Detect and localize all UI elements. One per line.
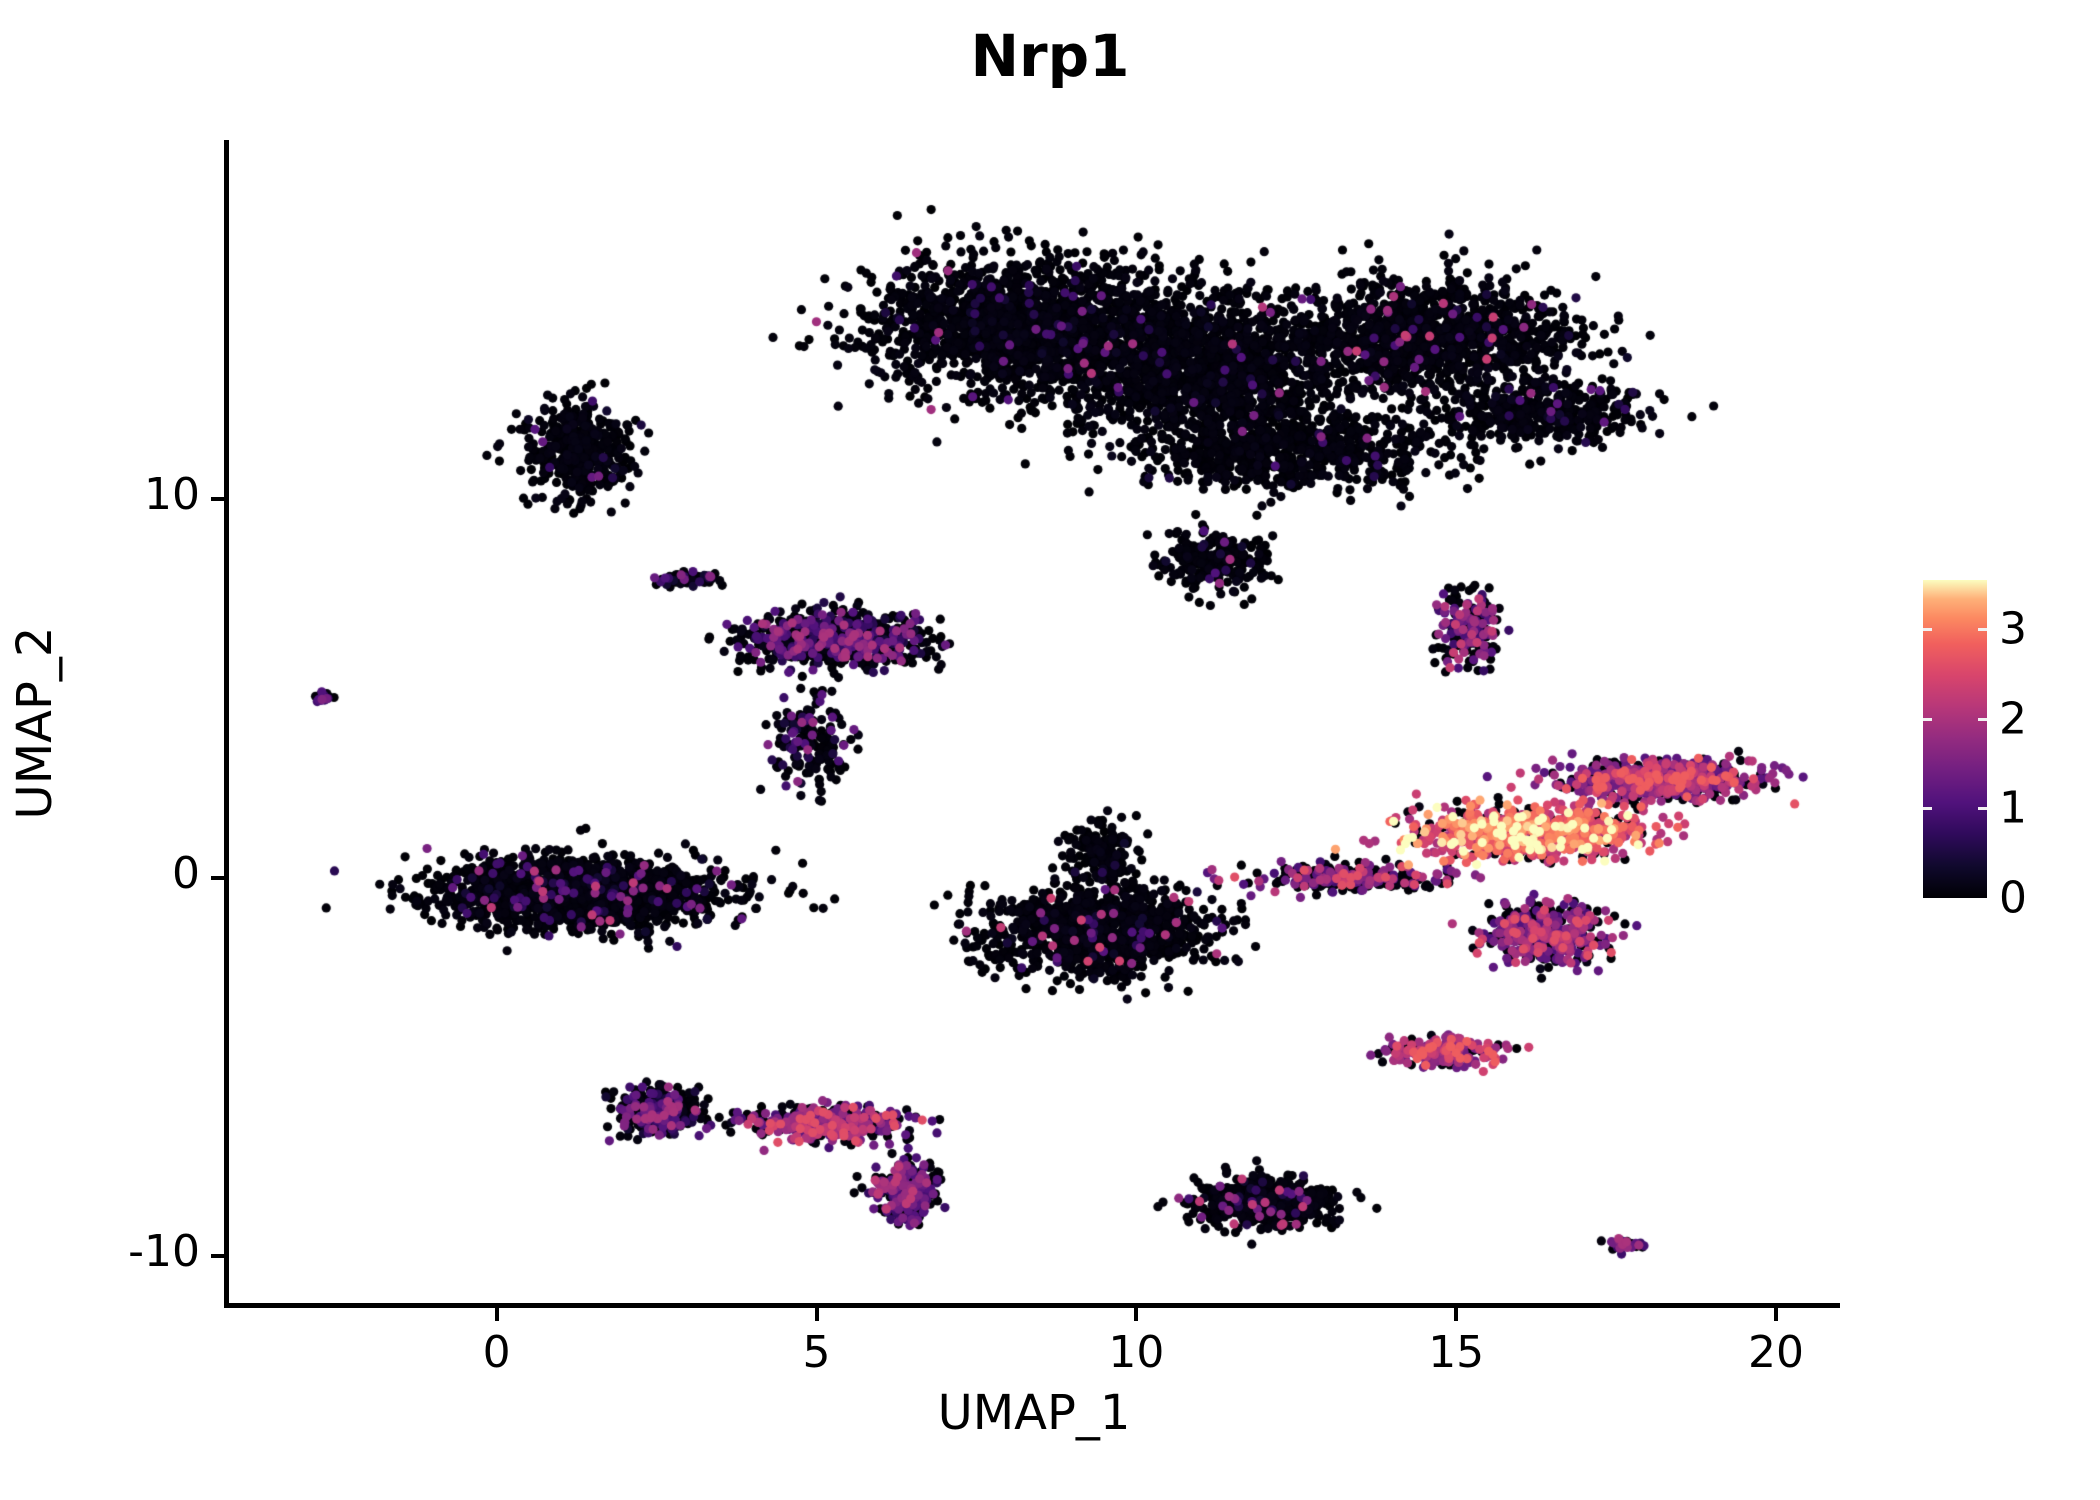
- plot-title-text: Nrp1: [970, 22, 1130, 90]
- x-tick-label: 15: [1428, 1327, 1485, 1378]
- y-tick-mark: [211, 875, 225, 880]
- colorbar-tick-mark: [1923, 717, 1932, 721]
- x-axis-label: UMAP_1: [228, 1385, 1840, 1441]
- x-tick-mark: [814, 1307, 819, 1321]
- x-tick-label: 20: [1748, 1327, 1805, 1378]
- y-tick-mark: [211, 497, 225, 502]
- y-axis-label-text: UMAP_2: [7, 626, 63, 819]
- x-tick-label: 0: [482, 1327, 511, 1378]
- colorbar-tick-mark: [1923, 628, 1932, 632]
- x-axis-label-text: UMAP_1: [937, 1385, 1131, 1441]
- x-tick-mark: [1134, 1307, 1139, 1321]
- umap-scatter-canvas: [228, 140, 1840, 1305]
- x-tick-label: 5: [802, 1327, 831, 1378]
- colorbar-tick-label: 3: [1999, 603, 2027, 655]
- y-tick-label: 10: [144, 469, 200, 521]
- colorbar-tick-mark: [1978, 717, 1987, 721]
- colorbar-tick-mark: [1923, 807, 1932, 811]
- colorbar: 3 2 1 0: [1923, 580, 2027, 924]
- x-tick-mark: [494, 1307, 499, 1321]
- y-tick-label: 0: [172, 847, 200, 899]
- x-tick-mark: [1454, 1307, 1459, 1321]
- colorbar-tick-label: 2: [1999, 693, 2027, 745]
- plot-area: [228, 140, 1840, 1305]
- colorbar-gradient: [1923, 580, 1987, 898]
- colorbar-tick-mark: [1978, 807, 1987, 811]
- axis-spine-bottom: [224, 1303, 1840, 1308]
- x-tick-mark: [1774, 1307, 1779, 1321]
- page-title: Nrp1: [0, 22, 2100, 90]
- axis-spine-left: [224, 140, 229, 1308]
- colorbar-tick-mark: [1978, 628, 1987, 632]
- y-tick-mark: [211, 1253, 225, 1258]
- y-axis-label: UMAP_2: [0, 140, 70, 1305]
- x-tick-label: 10: [1108, 1327, 1165, 1378]
- colorbar-tick-label: 1: [1999, 782, 2027, 834]
- y-tick-label: -10: [128, 1225, 200, 1277]
- colorbar-tick-label: 0: [1999, 872, 2027, 924]
